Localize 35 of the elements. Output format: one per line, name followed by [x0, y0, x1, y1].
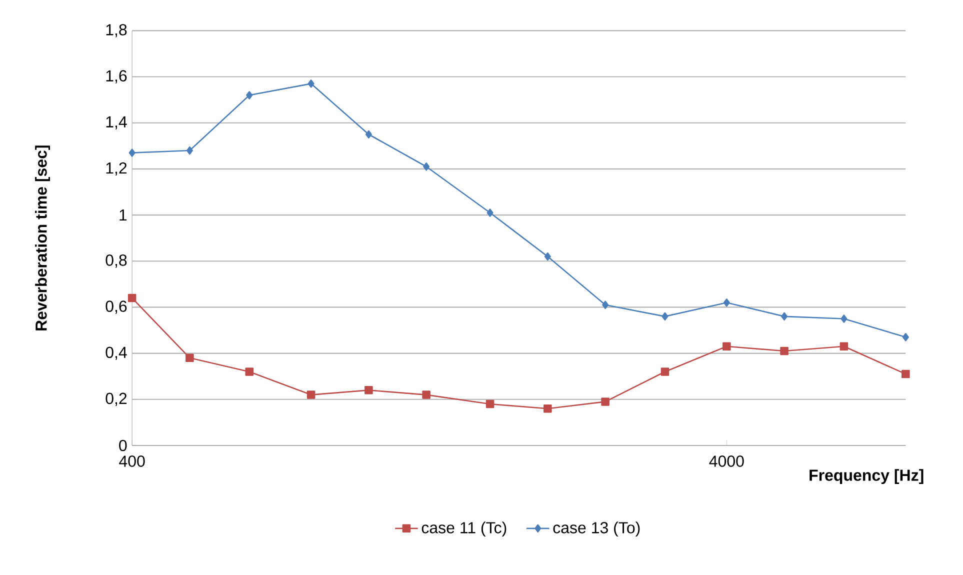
point	[602, 300, 609, 310]
point	[246, 91, 253, 100]
y-tick-label: 0,6	[106, 300, 127, 314]
legend-label: case 13 (To)	[553, 522, 640, 537]
point	[186, 354, 194, 362]
x-axis-title: Frequency [Hz]	[810, 469, 924, 484]
x-tick-label: 400	[119, 456, 145, 467]
point	[128, 294, 136, 302]
point	[186, 146, 193, 155]
point	[840, 314, 848, 323]
point	[840, 342, 848, 351]
x-tick-label: 4000	[709, 456, 744, 467]
point	[128, 148, 136, 158]
y-tick-label: 1,6	[106, 70, 127, 84]
y-tick-label: 0	[119, 440, 127, 452]
point	[723, 298, 730, 307]
point	[364, 386, 373, 394]
y-axis-title: Reverberation time [sec]	[35, 146, 50, 330]
legend-label: case 11 (Tc)	[422, 522, 506, 537]
point	[544, 404, 552, 413]
point	[365, 130, 372, 139]
point	[780, 346, 788, 356]
y-tick-label: 1,8	[106, 24, 127, 38]
y-tick-label: 1,4	[106, 116, 127, 130]
y-tick-label: 0,8	[106, 254, 127, 268]
y-tick-label: 1,2	[106, 162, 127, 176]
point	[544, 252, 551, 261]
point	[660, 368, 670, 376]
y-tick-label: 0,2	[106, 392, 127, 406]
point	[781, 312, 788, 321]
point	[601, 398, 610, 406]
point	[245, 368, 254, 376]
point	[662, 312, 668, 321]
y-tick-label: 1	[120, 210, 127, 221]
y-tick-label: 0,4	[106, 346, 127, 360]
